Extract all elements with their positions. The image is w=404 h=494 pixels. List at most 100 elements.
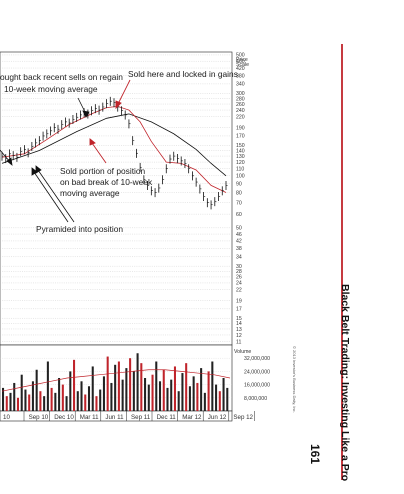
annotation-sold-portion: Sold portion of position [60,166,146,176]
annotation-arrows-red [89,79,131,164]
price-tick-label: 38 [236,246,242,252]
volume-bar [151,374,154,411]
volume-bar [20,374,23,411]
volume-bar [226,387,229,411]
volume-bar [69,371,72,411]
price-tick-label: 60 [236,212,242,218]
volume-tick-label: 32,000,000 [244,356,270,362]
volume-bar [125,368,128,411]
price-tick-label: 380 [236,73,245,79]
volume-bar [13,382,16,411]
volume-bar [31,381,34,411]
volume-bar [110,382,113,411]
price-tick-label: 220 [236,114,245,120]
volume-bar [76,391,79,411]
volume-bar [2,387,5,411]
moving-average-10-week [1,105,227,193]
volume-bar [147,384,150,411]
volume-bar [200,368,203,411]
price-tick-label: 190 [236,125,245,131]
volume-bar [5,396,8,411]
book-page: 500 460 420 380 340 300 280 260 240 220 190 170 150 1… [0,44,351,481]
volume-bar [46,361,49,411]
price-tick-label: 14 [236,321,242,327]
annotation-sold-here: Sold here and locked in gains [128,69,238,79]
volume-bar [50,387,53,411]
price-tick-label: 17 [236,307,242,313]
volume-tick-label: 24,000,000 [244,369,270,375]
volume-bar [177,391,180,411]
date-tick-label: Sep 10 [29,414,49,421]
price-tick-label: 130 [236,154,245,160]
price-tick-label: 80 [236,190,242,196]
volume-bar [84,394,87,411]
price-tick-label: 100 [236,174,245,180]
volume-bar [173,366,176,411]
copyright-note: © 2013 Investor's Business Daily, Inc. [292,346,297,413]
date-tick-label: 10 [3,414,10,421]
price-tick-label: 300 [236,91,245,97]
date-tick-label: Dec 11 [157,414,177,421]
volume-bar [39,391,42,411]
price-tick-label: 460 [236,59,245,65]
price-tick-label: 170 [236,134,245,140]
moving-average-40-week [1,113,227,177]
price-tick-label: 30 [236,264,242,270]
volume-bar [121,379,124,411]
price-tick-label: 420 [236,66,245,72]
volume-bar [136,353,139,411]
price-tick-label: 150 [236,143,245,149]
volume-bar [158,381,162,411]
volume-bar [188,386,191,411]
volume-bar [16,397,20,411]
annotation-bought-back: ought back recent sells on regain [0,72,123,82]
volume-bar [28,394,31,411]
price-tick-label: 24 [236,281,242,287]
volume-bar [196,382,199,411]
volume-bar [114,364,117,411]
volume-bar [9,392,12,411]
volume-bar [61,384,64,411]
price-tick-label: 26 [236,275,242,281]
volume-bar [102,376,105,411]
volume-bar [87,386,91,411]
volume-bar [181,373,184,411]
price-panel [0,51,233,346]
volume-moving-average [1,369,231,392]
price-bars [1,96,228,210]
date-tick-labels: 10 Sep 10 Dec 10 Mar 11 Jun 11 Sep 11 Dec 11 Ma… [3,411,255,421]
price-tick-label: 280 [236,96,245,102]
price-tick-labels: 5004604203803403002802602402201901701501… [236,53,245,346]
volume-bar [129,358,132,411]
volume-bar [132,371,135,411]
volume-tick-labels: 32,000,000 24,000,000 16,000,000 8,000,000 [244,356,270,402]
annotation-sold-portion-3: moving average [60,188,120,198]
volume-bar [218,391,221,411]
price-tick-label: 12 [236,333,242,339]
volume-tick-label: 8,000,000 [244,396,267,402]
volume-bar [35,369,38,411]
volume-bar [185,363,188,411]
volume-bar [140,363,143,411]
volume-bar [54,392,57,411]
volume-bar [58,378,61,411]
price-tick-label: 15 [236,316,242,322]
date-tick-label: Dec 10 [54,414,74,421]
date-tick-label: Jun 12 [208,414,227,421]
price-tick-label: 50 [236,226,242,232]
price-scale-label-2: Scale [236,62,249,68]
volume-axis-label: Volume [234,349,251,355]
volume-bar [73,359,76,411]
price-tick-label: 120 [236,160,245,166]
volume-bars [2,353,229,411]
volume-bar [43,396,46,411]
volume-bar [211,361,214,411]
volume-bar [95,396,98,411]
price-tick-label: 90 [236,181,242,187]
volume-bar [222,378,225,411]
annotation-sold-portion-2: on bad break of 10-week [60,177,153,187]
price-tick-label: 140 [236,148,245,154]
annotation-bought-back-2: 10-week moving average [4,84,98,94]
date-tick-label: Mar 12 [182,414,202,421]
price-tick-label: 240 [236,108,245,114]
